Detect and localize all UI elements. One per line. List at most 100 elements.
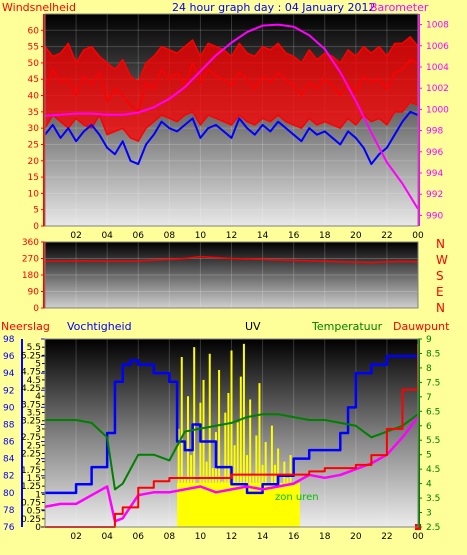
humidity-tick-label: 94 bbox=[3, 369, 15, 379]
wind-tick-label: 45 bbox=[28, 75, 39, 85]
baro-tick-label: 1006 bbox=[426, 42, 449, 52]
uv-tick-label: 1.25 bbox=[21, 482, 41, 492]
label-dauwpunt: Dauwpunt bbox=[393, 320, 450, 333]
uv-tick-label: 4.5 bbox=[27, 376, 41, 386]
uv-tick-label: 1.75 bbox=[21, 466, 41, 476]
direction-tick-label: 360 bbox=[22, 238, 39, 248]
humidity-tick-label: 98 bbox=[3, 335, 15, 345]
x-tick-label: 04 bbox=[101, 532, 113, 542]
wind-tick-label: 60 bbox=[28, 26, 40, 36]
baro-tick-label: 990 bbox=[426, 211, 443, 221]
wind-tick-label: 20 bbox=[28, 157, 40, 167]
wind-avg-series bbox=[44, 110, 419, 166]
uv-tick-label: 3.25 bbox=[21, 417, 41, 427]
weather-panel-frame bbox=[44, 338, 419, 528]
direction-tick-label: 0 bbox=[33, 304, 39, 314]
uv-tick-label: 0.5 bbox=[27, 507, 41, 517]
uv-tick-label: 3.5 bbox=[27, 409, 41, 419]
temp-tick-label: 8 bbox=[426, 364, 432, 374]
temp-tick-label: 4 bbox=[426, 480, 432, 490]
humidity-tick-label: 92 bbox=[3, 386, 14, 396]
baro-tick-label: 998 bbox=[426, 127, 443, 137]
baro-tick-label: 994 bbox=[426, 169, 443, 179]
temp-tick-label: 7 bbox=[426, 393, 432, 403]
x-tick-label: 14 bbox=[257, 532, 269, 542]
wind-tick-label: 25 bbox=[28, 140, 39, 150]
baro-tick-label: 996 bbox=[426, 148, 443, 158]
humidity-tick-label: 86 bbox=[3, 438, 15, 448]
wind-tick-label: 30 bbox=[28, 124, 40, 134]
compass-label: N bbox=[436, 301, 445, 315]
x-tick-label: 14 bbox=[257, 231, 269, 241]
compass-label: W bbox=[436, 253, 448, 267]
baro-tick-label: 1002 bbox=[426, 84, 449, 94]
x-tick-label: 22 bbox=[381, 532, 392, 542]
baro-axis-title: Barometer bbox=[370, 1, 429, 14]
uv-tick-label: 5.5 bbox=[27, 343, 41, 353]
baro-tick-label: 1008 bbox=[426, 21, 449, 31]
temp-tick-label: 7.5 bbox=[426, 378, 440, 388]
wind-axis-title: Windsnelheid bbox=[2, 1, 76, 14]
temp-tick-label: 4.5 bbox=[426, 465, 440, 475]
direction-tick-label: 180 bbox=[22, 271, 39, 281]
uv-tick-label: 3 bbox=[35, 425, 41, 435]
wind-tick-label: 0 bbox=[33, 222, 39, 232]
x-tick-label: 22 bbox=[381, 231, 392, 241]
chart-title: 24 hour graph day : 04 January 2012 bbox=[172, 1, 376, 14]
x-tick-label: 02 bbox=[70, 231, 81, 241]
x-tick-label: 10 bbox=[195, 231, 207, 241]
sun-hours-label: zon uren bbox=[275, 492, 319, 503]
x-tick-label: 06 bbox=[133, 231, 145, 241]
humidity-tick-label: 96 bbox=[3, 352, 15, 362]
uv-tick-label: 2.25 bbox=[21, 449, 41, 459]
humidity-tick-label: 78 bbox=[3, 506, 15, 516]
wind-tick-label: 5 bbox=[33, 206, 39, 216]
compass-label: N bbox=[436, 237, 445, 251]
uv-tick-label: 4.75 bbox=[21, 368, 41, 378]
x-tick-label: 16 bbox=[288, 231, 300, 241]
wind-gust-band bbox=[45, 36, 418, 142]
compass-label: S bbox=[436, 269, 444, 283]
temp-tick-label: 6 bbox=[426, 422, 432, 432]
wind-tick-label: 55 bbox=[28, 43, 39, 53]
barometer-series bbox=[44, 23, 419, 210]
x-tick-label: 18 bbox=[319, 532, 331, 542]
temp-tick-label: 5 bbox=[426, 451, 432, 461]
humidity-tick-label: 80 bbox=[3, 489, 15, 499]
direction-panel-background bbox=[45, 242, 418, 308]
temp-tick-label: 9 bbox=[426, 335, 432, 345]
rain-series bbox=[45, 343, 419, 528]
uv-tick-label: 4.25 bbox=[21, 384, 41, 394]
temp-tick-label: 6.5 bbox=[426, 407, 440, 417]
wind-series bbox=[44, 101, 419, 142]
x-tick-label: 08 bbox=[164, 231, 176, 241]
x-tick-label: 04 bbox=[101, 231, 113, 241]
humidity-tick-label: 76 bbox=[3, 523, 15, 533]
wind-tick-label: 15 bbox=[28, 173, 39, 183]
baro-tick-label: 1000 bbox=[426, 105, 449, 115]
x-tick-label: 00 bbox=[412, 532, 424, 542]
direction-tick-label: 90 bbox=[28, 288, 40, 298]
wind-tick-label: 40 bbox=[28, 92, 40, 102]
label-neerslag: Neerslag bbox=[1, 320, 50, 333]
temp-tick-label: 8.5 bbox=[426, 349, 440, 359]
temp-tick-label: 2.5 bbox=[426, 523, 440, 533]
wind-tick-label: 35 bbox=[28, 108, 39, 118]
x-tick-label: 02 bbox=[70, 532, 81, 542]
wind-tick-label: 10 bbox=[28, 189, 40, 199]
uv-tick-label: 2 bbox=[35, 458, 41, 468]
x-tick-label: 16 bbox=[288, 532, 300, 542]
uv-tick-label: 1.5 bbox=[27, 474, 41, 484]
uv-tick-label: 2.75 bbox=[21, 433, 41, 443]
humidity-tick-label: 88 bbox=[3, 420, 15, 430]
uv-tick-label: 0.75 bbox=[21, 498, 41, 508]
x-tick-label: 06 bbox=[133, 532, 145, 542]
x-tick-label: 12 bbox=[226, 532, 237, 542]
temp-tick-label: 3.5 bbox=[426, 494, 440, 504]
temp-tick-label: 3 bbox=[426, 509, 432, 519]
wind-panel-frame bbox=[44, 13, 419, 227]
x-tick-label: 20 bbox=[350, 532, 362, 542]
temperature-series bbox=[45, 413, 419, 491]
uv-tick-label: 0.25 bbox=[21, 515, 41, 525]
